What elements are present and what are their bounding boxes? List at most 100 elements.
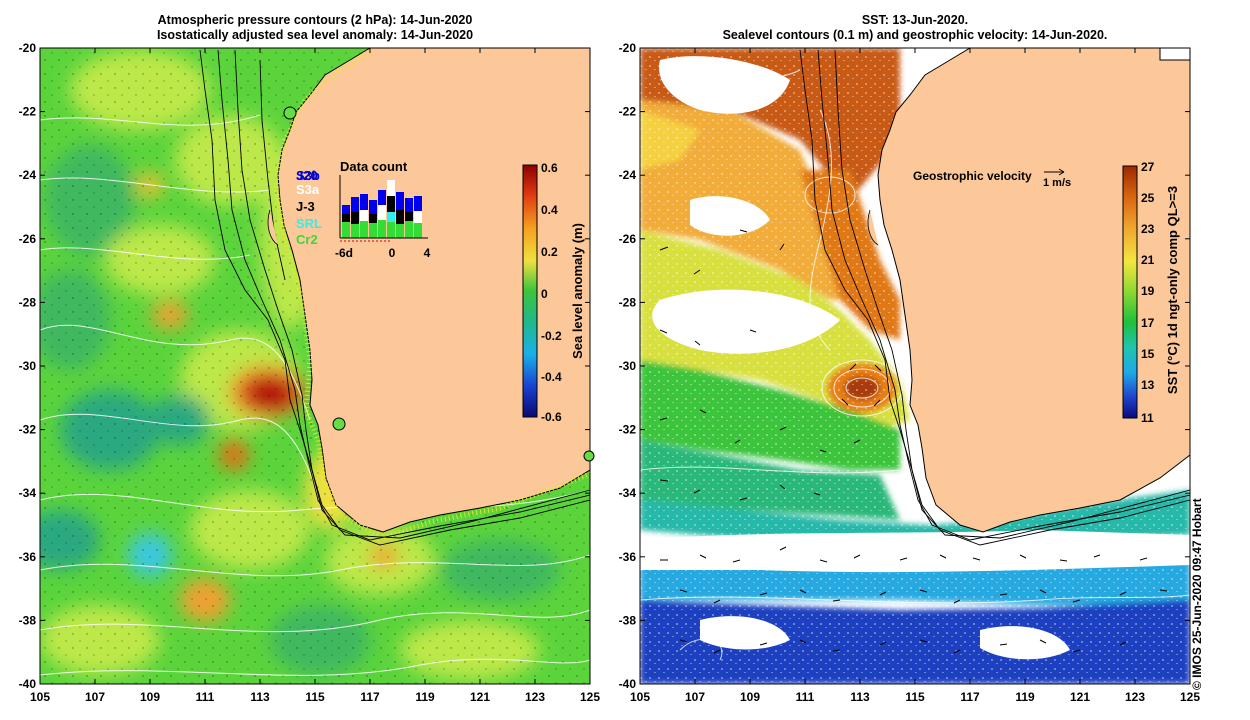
lat-tick-label: -26	[619, 232, 637, 246]
lon-tick-label: 107	[85, 690, 105, 704]
sla-colorbar-label: Sea level anomaly (m)	[570, 223, 585, 359]
sst-colorbar: 27 25 23 21 19 17 15 13 11 SST (°C) 1d n…	[1122, 160, 1180, 425]
lon-tick-label: 107	[685, 690, 705, 704]
sst-tick: 27	[1141, 160, 1155, 174]
data-count-inset: Data count -6d 0 4 J20 S3b S3a J-3 SRL C…	[296, 159, 431, 260]
mission-label-srl: SRL	[296, 216, 322, 231]
lon-tick-label: 111	[796, 690, 815, 704]
lat-tick-label: -30	[619, 359, 637, 373]
data-count-title: Data count	[340, 159, 408, 174]
lon-tick-label: 117	[960, 690, 980, 704]
lat-tick-label: -24	[619, 168, 637, 182]
tide-gauge-marker	[283, 106, 297, 120]
sst-colorbar-label: SST (°C) 1d ngt-only comp QL>=3	[1165, 186, 1180, 394]
mission-label-cr2: Cr2	[296, 232, 318, 247]
tide-gauge-marker	[332, 417, 346, 431]
sla-colorbar: 0.6 0.4 0.2 0 -0.2 -0.4 -0.6 Sea level a…	[522, 161, 585, 424]
sla-tick: 0	[541, 287, 548, 301]
sla-tick: -0.2	[541, 329, 562, 343]
lon-tick-label: 109	[740, 690, 760, 704]
lat-tick-label: -32	[619, 423, 637, 437]
right-title-line1: SST: 13-Jun-2020.	[861, 13, 969, 27]
sst-tick: 25	[1141, 191, 1155, 205]
left-title-line1: Atmospheric pressure contours (2 hPa): 1…	[157, 13, 473, 27]
velocity-legend: Geostrophic velocity 1 m/s	[913, 168, 1071, 189]
sla-tick: -0.6	[541, 410, 562, 424]
lat-tick-label: -38	[619, 613, 637, 627]
right-title-line2: Sealevel contours (0.1 m) and geostrophi…	[722, 28, 1108, 42]
bathymetry-right	[799, 49, 1190, 546]
sst-tick: 21	[1141, 253, 1155, 267]
mission-label-j20: J20	[296, 168, 318, 183]
left-title: Atmospheric pressure contours (2 hPa): 1…	[40, 13, 590, 43]
lat-tick-label: -40	[19, 677, 37, 691]
data-count-xtick: 4	[424, 246, 431, 260]
lat-tick-label: -34	[619, 486, 637, 500]
lat-tick-label: -20	[19, 41, 37, 55]
sst-tick: 13	[1141, 378, 1155, 392]
lat-tick-label: -34	[19, 486, 37, 500]
bathymetry-left	[199, 49, 590, 546]
right-title: SST: 13-Jun-2020. Sealevel contours (0.1…	[640, 13, 1190, 43]
lon-tick-label: 115	[305, 690, 325, 704]
lon-tick-label: 119	[1015, 690, 1035, 704]
sla-tick: 0.6	[541, 161, 558, 175]
lat-tick-label: -28	[19, 295, 37, 309]
sst-colorbar-ticks: 27 25 23 21 19 17 15 13 11	[1141, 160, 1155, 425]
lat-tick-label: -22	[619, 105, 637, 119]
sla-tick: -0.4	[541, 370, 562, 384]
data-count-xtick: -6d	[335, 246, 353, 260]
mission-legend: J20 S3b S3a J-3 SRL Cr2	[296, 168, 322, 247]
lat-tick-label: -20	[619, 41, 637, 55]
australia-land-left	[277, 48, 590, 533]
lon-tick-label: 105	[630, 690, 650, 704]
lon-tick-label: 117	[360, 690, 380, 704]
lat-tick-label: -32	[19, 423, 37, 437]
lon-tick-label: 113	[850, 690, 870, 704]
data-count-xtick: 0	[389, 246, 396, 260]
lat-tick-label: -24	[19, 168, 37, 182]
geostrophic-velocity-arrows	[659, 229, 1168, 654]
credit-text: © IMOS 25-Jun-2020 09:47 Hobart	[1190, 498, 1204, 690]
lon-tick-label: 119	[415, 690, 435, 704]
lat-tick-label: -36	[19, 550, 37, 564]
velocity-legend-label: Geostrophic velocity	[913, 169, 1032, 183]
lon-tick-label: 105	[30, 690, 50, 704]
lat-tick-label: -30	[19, 359, 37, 373]
sst-tick: 11	[1141, 411, 1154, 425]
mission-label-j3: J-3	[296, 199, 315, 214]
lon-tick-label: 123	[1125, 690, 1145, 704]
left-title-line2: Isostatically adjusted sea level anomaly…	[156, 28, 474, 42]
tide-gauge-marker	[583, 450, 595, 462]
lon-tick-label: 121	[1070, 690, 1090, 704]
data-count-bars	[342, 180, 422, 238]
mission-label-s3a: S3a	[296, 182, 320, 197]
sla-tick: 0.2	[541, 245, 558, 259]
lat-tick-label: -26	[19, 232, 37, 246]
sst-tick: 23	[1141, 222, 1155, 236]
lat-tick-label: -38	[19, 613, 37, 627]
sst-tick: 17	[1141, 316, 1155, 330]
mission-label-s3b: S3b	[296, 168, 320, 183]
lon-tick-label: 111	[196, 690, 215, 704]
lon-tick-label: 115	[905, 690, 925, 704]
lon-tick-label: 125	[1180, 690, 1200, 704]
pressure-contours	[40, 114, 590, 676]
right-map	[640, 48, 1190, 684]
lon-tick-label: 121	[470, 690, 490, 704]
australia-land-right	[877, 48, 1190, 533]
left-map	[40, 48, 590, 684]
sst-tick: 15	[1141, 347, 1155, 361]
lat-tick-label: -22	[19, 105, 37, 119]
lat-tick-label: -40	[619, 677, 637, 691]
velocity-legend-scale: 1 m/s	[1043, 177, 1071, 189]
sla-colorbar-ticks: 0.6 0.4 0.2 0 -0.2 -0.4 -0.6	[541, 161, 562, 424]
lon-tick-label: 113	[250, 690, 270, 704]
sst-tick: 19	[1141, 284, 1155, 298]
lon-tick-label: 123	[525, 690, 545, 704]
lat-tick-label: -36	[619, 550, 637, 564]
ssh-contours	[640, 69, 1190, 661]
lat-tick-label: -28	[619, 295, 637, 309]
